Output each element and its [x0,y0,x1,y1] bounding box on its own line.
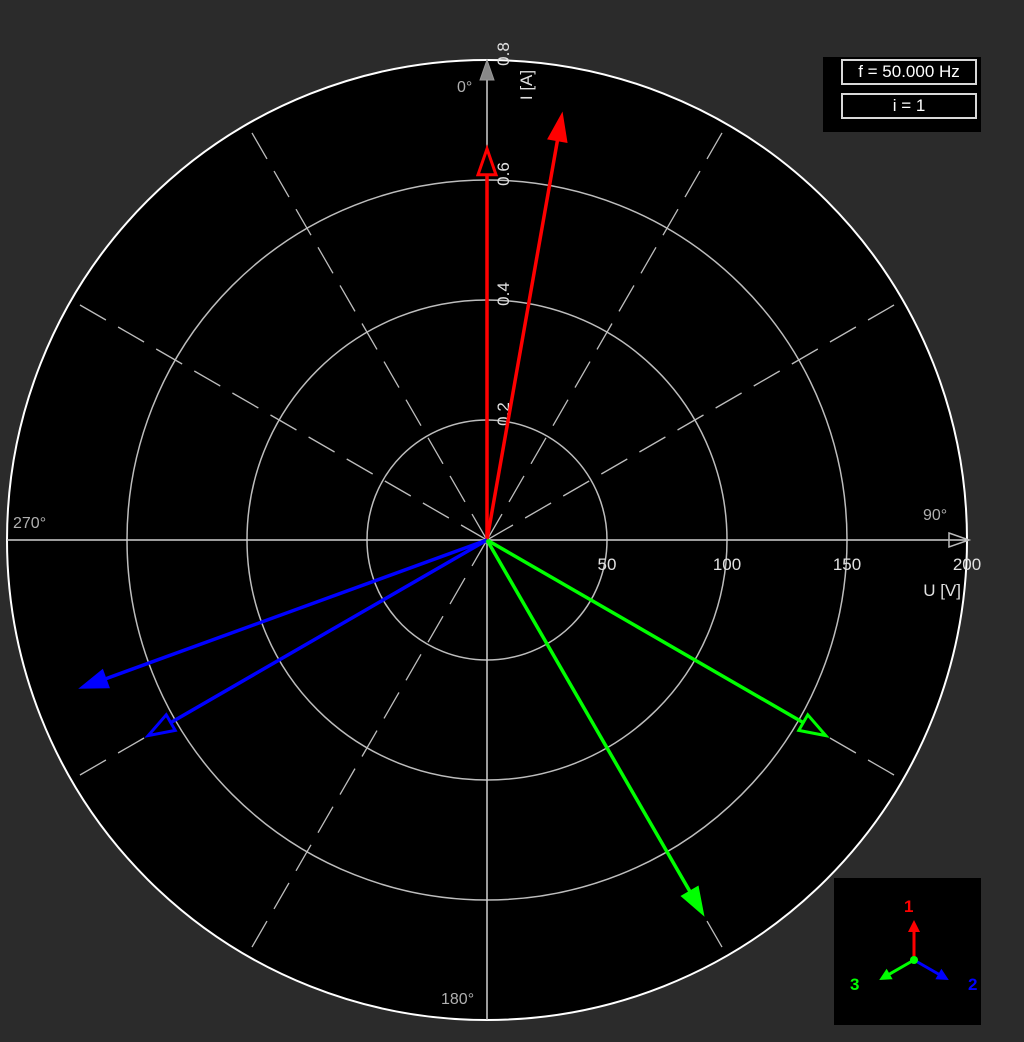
grid-radial-line [70,299,488,541]
voltage-tick-label: 200 [953,555,981,574]
current-axis-label: I [A] [517,70,536,100]
grid-radial-line [486,123,728,541]
angle-label-0: 0° [457,79,472,96]
harmonic-index-readout: i = 1 [841,93,977,119]
phasor-u3-shaft [486,538,808,727]
phasor-i3-head [680,885,705,917]
phase-legend-label-1: 1 [904,897,913,916]
voltage-tick-label: 50 [598,555,617,574]
phasor-u2-shaft [166,538,488,727]
voltage-tick-label: 150 [833,555,861,574]
voltage-axis-label: U [V] [923,581,961,600]
phase-legend-origin [910,956,918,964]
current-tick-label: 0.8 [494,42,513,66]
phasor-i2-head [78,668,110,689]
grid-radial-line [486,299,904,541]
grid-radial-line [246,539,488,957]
phasor-i1-head [547,111,568,143]
grid-radial-line [246,123,488,541]
phase-legend-arrow-2 [935,968,949,980]
angle-label-180: 180° [441,991,474,1008]
current-tick-label: 0.4 [494,282,513,306]
phasor-u1-head [475,144,499,177]
phase-legend-graphic: 1 2 3 [850,897,977,994]
current-tick-label: 0.6 [494,162,513,186]
frequency-readout: f = 50.000 Hz [841,59,977,85]
phasor-u3-head [796,712,830,738]
horizontal-axis-arrow [948,531,972,549]
phase-legend-arrow-1 [908,920,920,932]
phase-orientation-widget: 1 2 3 [834,878,981,1025]
phasor-i3-shaft [485,539,694,896]
vertical-axis-arrow [479,58,495,81]
phase-legend-label-2: 2 [968,975,977,994]
phase-legend-label-3: 3 [850,975,859,994]
info-panel: f = 50.000 Hz i = 1 [823,57,981,132]
angle-label-270: 270° [13,515,46,532]
phasor-u2-head [144,712,178,738]
phase-legend-arrow-3 [879,968,893,980]
phasor-i1-shaft [485,135,560,541]
voltage-tick-label: 100 [713,555,741,574]
phasor-i2-shaft [101,538,488,682]
angle-label-90: 90° [923,507,947,524]
